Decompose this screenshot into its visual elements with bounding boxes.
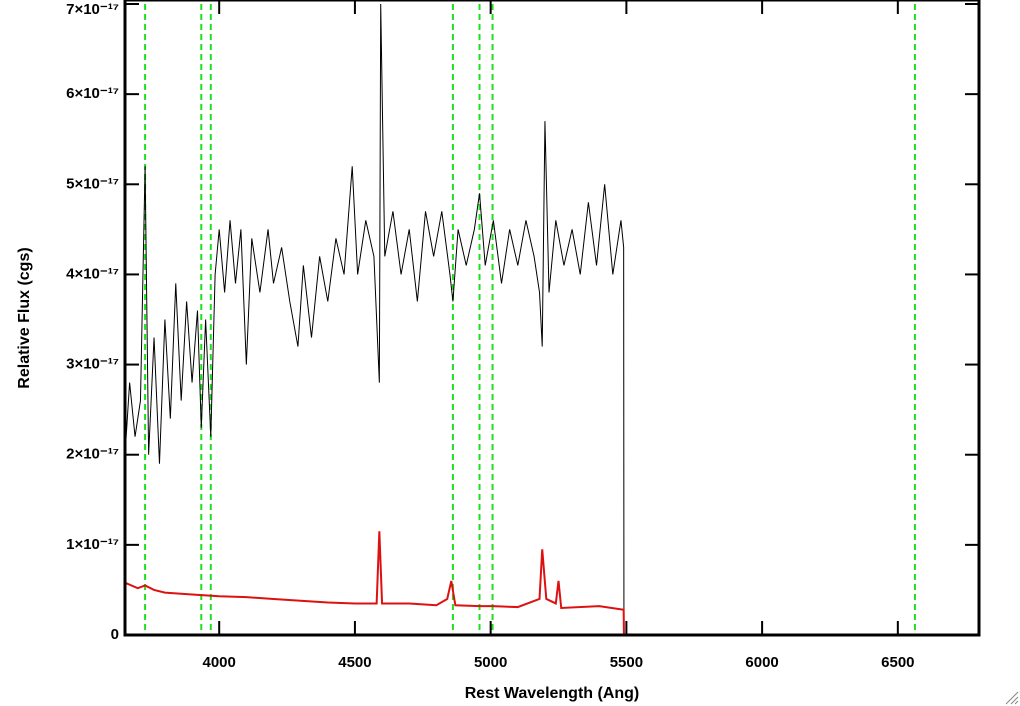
x-tick-label: 6000: [745, 654, 778, 671]
resize-handle: [1005, 691, 1019, 705]
plot-frame: [123, 0, 981, 637]
x-tick-label: 5000: [474, 654, 507, 671]
x-tick-label: 6500: [881, 654, 914, 671]
spectrum-line: [124, 3, 979, 636]
x-tick-label: 5500: [610, 654, 643, 671]
y-tick-label: 0: [111, 626, 119, 643]
y-tick-label: 6×10⁻¹⁷: [66, 85, 119, 102]
y-tick-label: 5×10⁻¹⁷: [66, 175, 119, 192]
x-axis-label: Rest Wavelength (Ang): [465, 685, 640, 702]
y-tick-label: 4×10⁻¹⁷: [66, 265, 119, 282]
x-tick-label: 4500: [338, 654, 371, 671]
y-axis-label: Relative Flux (cgs): [16, 247, 33, 388]
x-tick-label: 4000: [203, 654, 236, 671]
y-tick-label: 3×10⁻¹⁷: [66, 356, 119, 373]
y-tick-label: 2×10⁻¹⁷: [66, 446, 119, 463]
y-tick-label: 1×10⁻¹⁷: [66, 536, 119, 553]
y-tick-label: 7×10⁻¹⁷: [66, 1, 119, 18]
spectrum-line: [124, 531, 979, 636]
